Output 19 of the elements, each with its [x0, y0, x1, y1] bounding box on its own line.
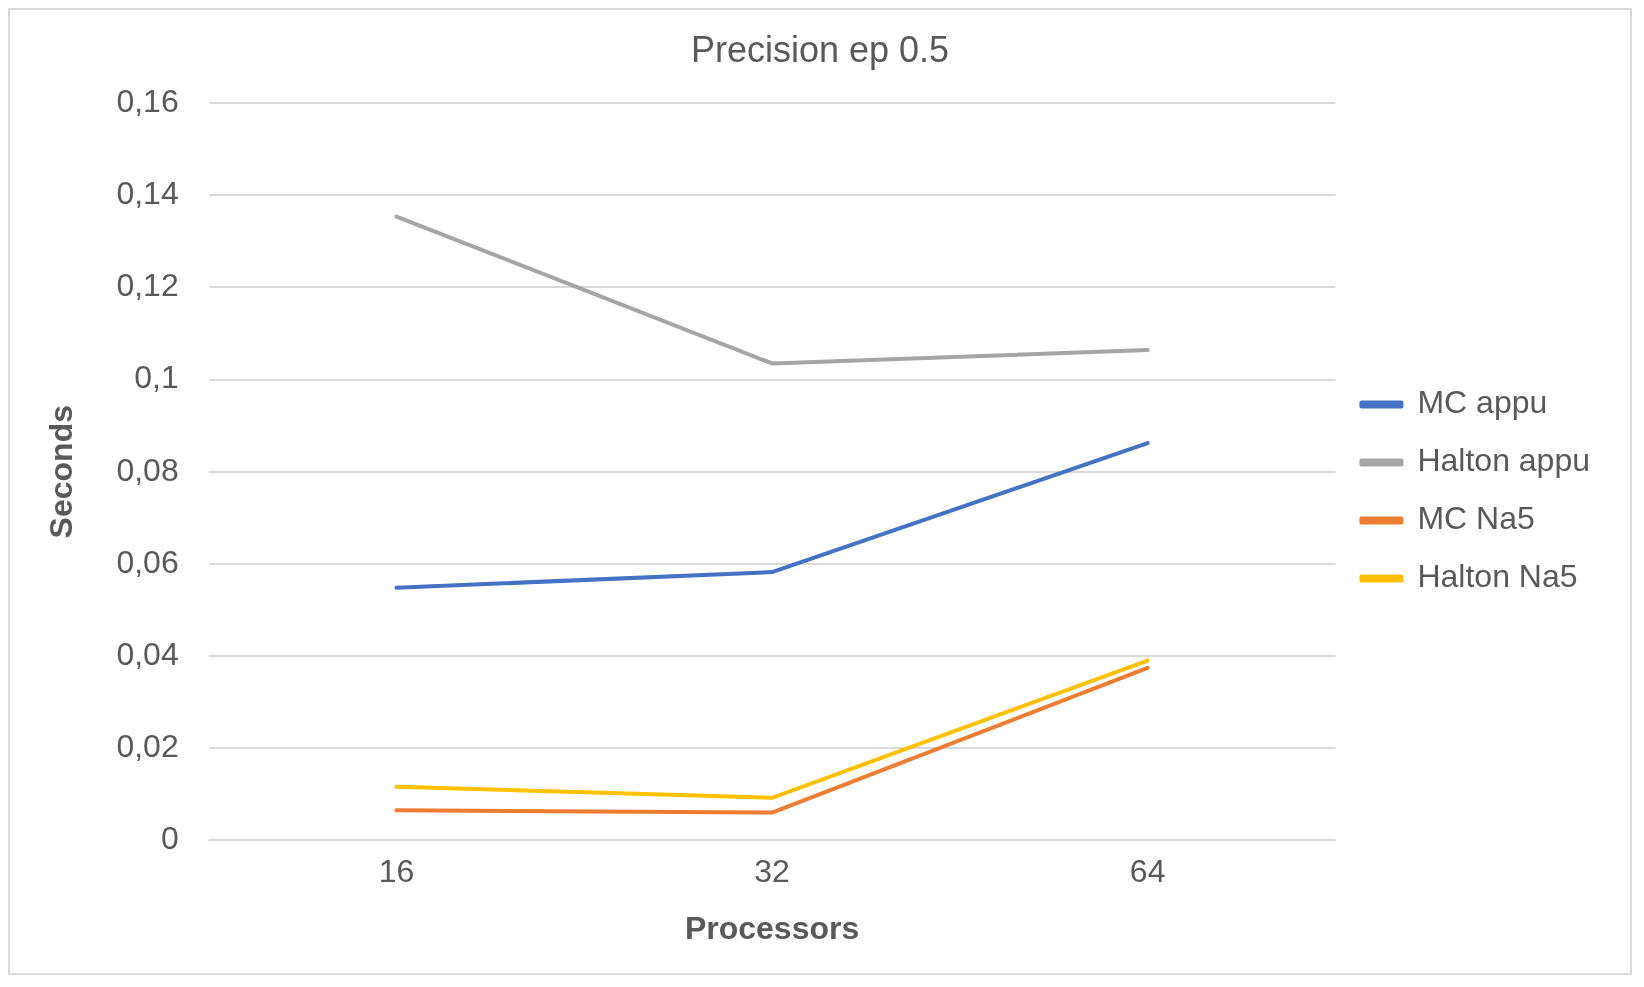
y-tick-label: 0,1: [134, 359, 179, 396]
y-tick-label: 0,14: [116, 175, 179, 212]
y-tick-label: 0,16: [116, 83, 179, 120]
legend-label: MC appu: [1417, 384, 1548, 421]
y-tick-label: 0,02: [116, 727, 179, 764]
y-axis-title: Seconds: [43, 405, 80, 539]
y-tick-label: 0,04: [116, 635, 179, 672]
y-tick-label: 0,12: [116, 267, 179, 304]
x-tick-label: 16: [378, 853, 415, 890]
legend-label: MC Na5: [1417, 500, 1535, 537]
chart-title: Precision ep 0.5: [690, 28, 950, 70]
legend-label: Halton Na5: [1417, 558, 1578, 595]
legend-label: Halton appu: [1417, 442, 1590, 479]
y-tick-label: 0: [160, 820, 179, 857]
x-tick-label: 64: [1129, 853, 1166, 890]
y-tick-label: 0,06: [116, 543, 179, 580]
x-tick-label: 32: [754, 853, 790, 890]
y-tick-label: 0,08: [116, 451, 179, 488]
x-axis-title: Processors: [684, 909, 860, 946]
